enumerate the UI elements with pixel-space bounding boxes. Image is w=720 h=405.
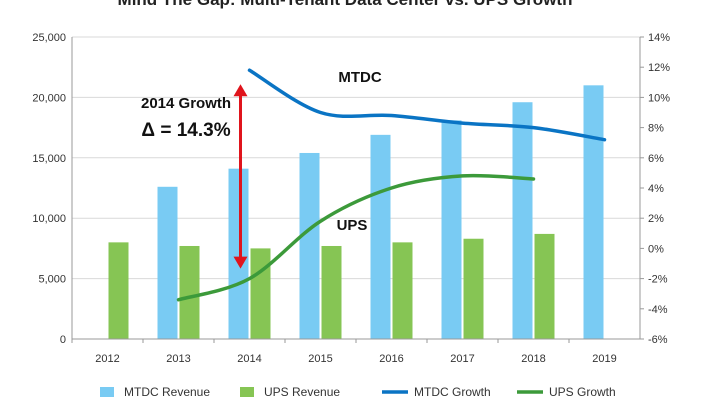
bar-ups-revenue [108, 242, 129, 339]
y-right-tick-label: -6% [648, 334, 668, 346]
y-left-tick-label: 25,000 [32, 32, 66, 44]
y-right-tick-label: 4% [648, 183, 664, 195]
x-tick-label: 2019 [592, 353, 616, 365]
legend-label: MTDC Growth [414, 385, 491, 399]
bar-ups-revenue [463, 238, 484, 339]
x-tick-label: 2012 [95, 353, 119, 365]
legend-label: UPS Revenue [264, 385, 340, 399]
line-ups-growth [176, 173, 536, 302]
y-right-tick-label: 2% [648, 213, 664, 225]
y-left-tick-label: 20,000 [32, 92, 66, 104]
x-tick-label: 2018 [521, 353, 545, 365]
y-right-tick-label: 10% [648, 92, 670, 104]
y-left-tick-label: 15,000 [32, 153, 66, 165]
bar-mtdc-revenue [583, 85, 604, 339]
y-right-tick-label: -2% [648, 274, 668, 286]
bar-mtdc-revenue [299, 152, 320, 339]
x-tick-label: 2017 [450, 353, 474, 365]
y-right-tick-label: 6% [648, 153, 664, 165]
bar-ups-revenue [534, 233, 555, 339]
legend-label: MTDC Revenue [124, 385, 210, 399]
y-right-tick-label: 8% [648, 123, 664, 135]
legend-swatch [240, 387, 254, 397]
ups-line-label: UPS [337, 217, 368, 234]
x-tick-label: 2014 [237, 353, 261, 365]
chart-title: Mind The Gap: Multi-Tenant Data Center v… [118, 0, 573, 9]
delta-arrow-head-up [233, 84, 248, 97]
y-right-tick-label: 0% [648, 243, 664, 255]
y-left-tick-label: 0 [60, 334, 66, 346]
y-right-tick-label: -4% [648, 304, 668, 316]
bar-mtdc-revenue [157, 186, 178, 339]
legend-label: UPS Growth [549, 385, 616, 399]
bar-ups-revenue [250, 248, 271, 339]
mtdc-line-label: MTDC [338, 69, 381, 86]
bar-mtdc-revenue [228, 168, 249, 339]
bar-mtdc-revenue [370, 134, 391, 339]
x-tick-label: 2015 [308, 353, 332, 365]
growth-delta-label: Δ = 14.3% [141, 120, 230, 141]
y-left-tick-label: 5,000 [38, 274, 66, 286]
bar-mtdc-revenue [441, 120, 462, 340]
legend-swatch [100, 387, 114, 397]
bar-ups-revenue [321, 245, 342, 339]
y-right-tick-label: 12% [648, 62, 670, 74]
bar-mtdc-revenue [512, 102, 533, 340]
bar-ups-revenue [392, 242, 413, 339]
growth-title-label: 2014 Growth [141, 95, 231, 112]
y-left-tick-label: 10,000 [32, 213, 66, 225]
x-tick-label: 2013 [166, 353, 190, 365]
x-tick-label: 2016 [379, 353, 403, 365]
delta-arrow-head-down [233, 256, 248, 269]
y-right-tick-label: 14% [648, 32, 670, 44]
bar-ups-revenue [179, 245, 200, 339]
line-mtdc-growth [247, 68, 607, 142]
